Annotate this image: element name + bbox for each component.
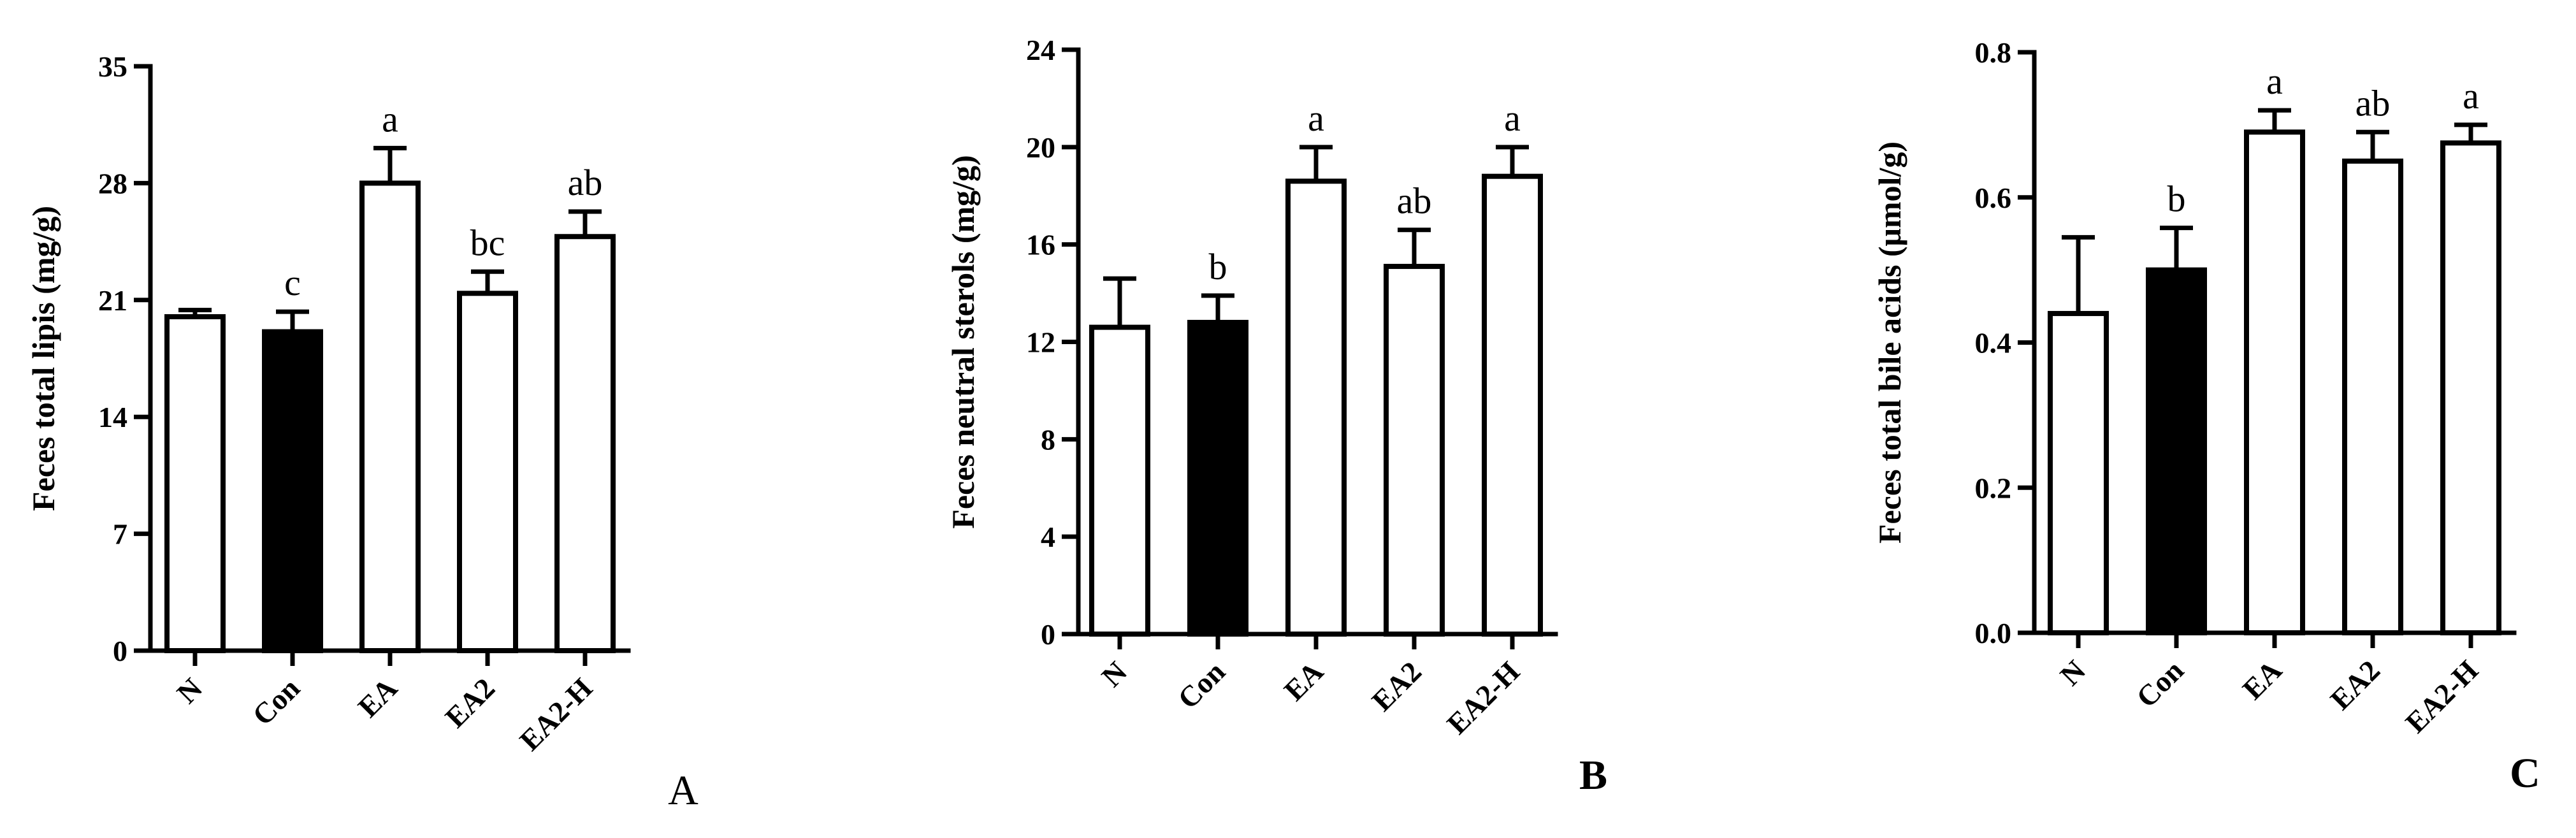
x-category-label: Con bbox=[1171, 655, 1231, 715]
panel-c-chart: 0.0 0.2 0.4 0.6 0.8 Feces total bile acids (μ… bbox=[1872, 36, 2540, 797]
y-tick-label: 35 bbox=[98, 50, 127, 83]
y-tick-label: 0.6 bbox=[1975, 182, 2012, 214]
x-category-label: EA2 bbox=[2324, 654, 2387, 716]
y-tick-label: 21 bbox=[98, 284, 127, 317]
x-category-label: N bbox=[2054, 654, 2092, 692]
y-tick-label: 0.8 bbox=[1975, 36, 2012, 69]
y-tick-label: 0 bbox=[113, 635, 127, 667]
x-category-label: EA bbox=[352, 672, 403, 723]
y-tick-label: 7 bbox=[113, 518, 127, 551]
bar-ea bbox=[1285, 178, 1347, 637]
significance-label: ab bbox=[2355, 82, 2391, 124]
bar-ea bbox=[2244, 129, 2305, 635]
y-tick-label: 28 bbox=[98, 167, 127, 199]
y-tick-label: 16 bbox=[1026, 229, 1055, 261]
x-category-label: EA2-H bbox=[1440, 655, 1526, 740]
significance-label: bc bbox=[470, 222, 505, 263]
panel-label: B bbox=[1579, 752, 1607, 798]
significance-label: a bbox=[382, 98, 398, 140]
y-axis-label: Feces total bile acids (μmol/g) bbox=[1872, 141, 1907, 544]
x-category-label: EA2-H bbox=[2399, 654, 2484, 739]
bar-ea2-h bbox=[554, 234, 616, 653]
bar-ea2-h bbox=[2440, 140, 2501, 635]
bar-con bbox=[262, 329, 323, 654]
bar-n bbox=[1089, 324, 1150, 637]
x-category-label: EA2 bbox=[439, 672, 502, 734]
y-tick-label: 24 bbox=[1026, 34, 1055, 66]
y-tick-label: 0 bbox=[1041, 618, 1055, 651]
bar-ea bbox=[359, 180, 421, 653]
y-tick-label: 0.0 bbox=[1975, 617, 2012, 649]
significance-label: a bbox=[2266, 61, 2283, 102]
bar-ea2 bbox=[2342, 158, 2403, 635]
y-tick-label: 20 bbox=[1026, 131, 1055, 164]
significance-label: a bbox=[2463, 75, 2479, 117]
x-category-label: EA2-H bbox=[513, 672, 598, 757]
y-axis-label: Feces neutral sterols (mg/g) bbox=[945, 155, 981, 528]
y-tick-label: 8 bbox=[1041, 423, 1055, 456]
x-category-label: N bbox=[171, 672, 209, 710]
significance-label: c bbox=[284, 262, 301, 303]
y-axis-label: Feces total lipis (mg/g) bbox=[25, 206, 61, 511]
y-tick-label: 0.4 bbox=[1975, 327, 2012, 359]
x-category-label: EA bbox=[2236, 654, 2288, 705]
significance-label: ab bbox=[568, 162, 603, 203]
significance-label: b bbox=[2167, 178, 2186, 220]
bar-ea2 bbox=[457, 291, 518, 653]
bar-con bbox=[1187, 319, 1248, 637]
significance-label: b bbox=[1209, 246, 1227, 287]
bar-n bbox=[2048, 310, 2109, 635]
y-tick-label: 12 bbox=[1026, 326, 1055, 359]
significance-label: a bbox=[1308, 98, 1324, 139]
y-tick-label: 14 bbox=[98, 401, 127, 433]
panel-b-chart: 0 4 8 12 16 20 24 Feces neutral sterols (mg/g) N… bbox=[945, 34, 1607, 798]
bar-ea2-h bbox=[1482, 173, 1543, 637]
bar-con bbox=[2146, 267, 2207, 635]
bar-ea2 bbox=[1384, 264, 1445, 637]
x-category-label: N bbox=[1096, 655, 1134, 693]
y-tick-label: 0.2 bbox=[1975, 472, 2012, 504]
panel-label: A bbox=[668, 767, 698, 814]
x-category-label: Con bbox=[2130, 654, 2190, 714]
x-category-label: EA bbox=[1278, 655, 1329, 707]
panel-a-chart: 0 7 14 21 28 35 Feces total lipis (mg/g) Nc Con a… bbox=[25, 50, 698, 814]
significance-label: ab bbox=[1397, 180, 1432, 222]
panel-label: C bbox=[2510, 750, 2540, 797]
x-category-label: EA2 bbox=[1366, 655, 1428, 718]
y-tick-label: 4 bbox=[1041, 521, 1055, 553]
x-category-label: Con bbox=[246, 672, 306, 732]
bar-n bbox=[164, 314, 226, 653]
significance-label: a bbox=[1504, 98, 1521, 139]
